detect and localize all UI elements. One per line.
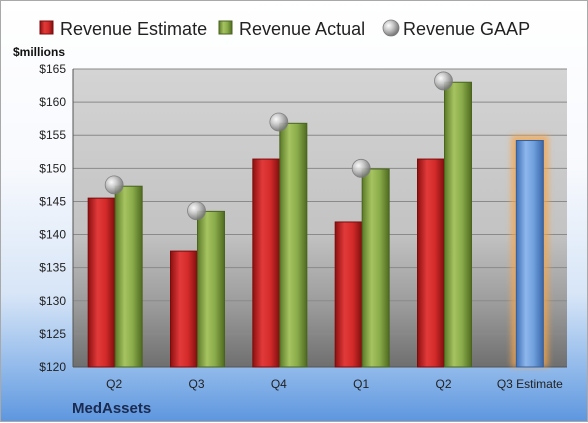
y-tick-label: $150 xyxy=(39,161,66,175)
y-axis: $120 $125 $130 $135 $140 $145 $150 $155 $160 $165 xyxy=(39,62,567,374)
bar-revenue-actual xyxy=(444,81,472,368)
x-axis: Q2 Q3 Q4 Q1 Q2 Q3 Estimate xyxy=(106,377,563,391)
bar-revenue-actual xyxy=(361,168,390,368)
gridlines xyxy=(73,68,567,368)
gaap-marker xyxy=(269,112,289,132)
gaap-marker xyxy=(351,158,371,178)
x-tick-label: Q1 xyxy=(353,377,369,391)
legend-label: Revenue GAAP xyxy=(403,19,530,39)
y-tick-label: $130 xyxy=(39,294,66,308)
company-name: MedAssets xyxy=(72,400,151,417)
legend-swatch xyxy=(39,20,54,35)
bar-revenue-estimate xyxy=(87,197,116,368)
gaap-marker xyxy=(104,175,124,195)
bar-revenue-estimate xyxy=(170,250,198,368)
legend: Revenue Estimate Revenue Actual Revenue GA… xyxy=(39,19,530,39)
bar-q3-estimate xyxy=(515,140,544,368)
legend-swatch xyxy=(218,20,233,35)
bar-revenue-actual xyxy=(114,185,143,368)
plot-area xyxy=(73,69,567,367)
y-tick-label: $135 xyxy=(39,261,66,275)
gaap-marker xyxy=(434,71,453,91)
y-tick-label: $165 xyxy=(39,62,66,76)
bars xyxy=(87,81,549,368)
y-tick-label: $160 xyxy=(39,95,66,109)
gaap-markers xyxy=(104,71,453,221)
bar-revenue-estimate xyxy=(252,158,281,368)
y-tick-label: $120 xyxy=(39,360,66,374)
y-axis-unit-label: $millions xyxy=(13,45,65,59)
legend-label: Revenue Estimate xyxy=(60,19,207,39)
y-tick-label: $125 xyxy=(39,327,66,341)
bar-revenue-estimate xyxy=(334,221,363,368)
x-tick-label: Q2 xyxy=(435,377,451,391)
bar-revenue-actual xyxy=(279,122,308,368)
gaap-marker xyxy=(187,201,206,221)
x-tick-label: Q4 xyxy=(271,377,287,391)
y-tick-label: $145 xyxy=(39,194,66,208)
x-tick-label: Q2 xyxy=(106,377,122,391)
bar-revenue-estimate xyxy=(417,158,445,368)
x-tick-label: Q3 xyxy=(188,377,204,391)
x-tick-label: Q3 Estimate xyxy=(497,377,563,391)
y-tick-label: $140 xyxy=(39,228,66,242)
legend-swatch xyxy=(382,19,400,37)
y-tick-label: $155 xyxy=(39,128,66,142)
bar-revenue-actual xyxy=(197,210,225,368)
legend-label: Revenue Actual xyxy=(239,19,365,39)
